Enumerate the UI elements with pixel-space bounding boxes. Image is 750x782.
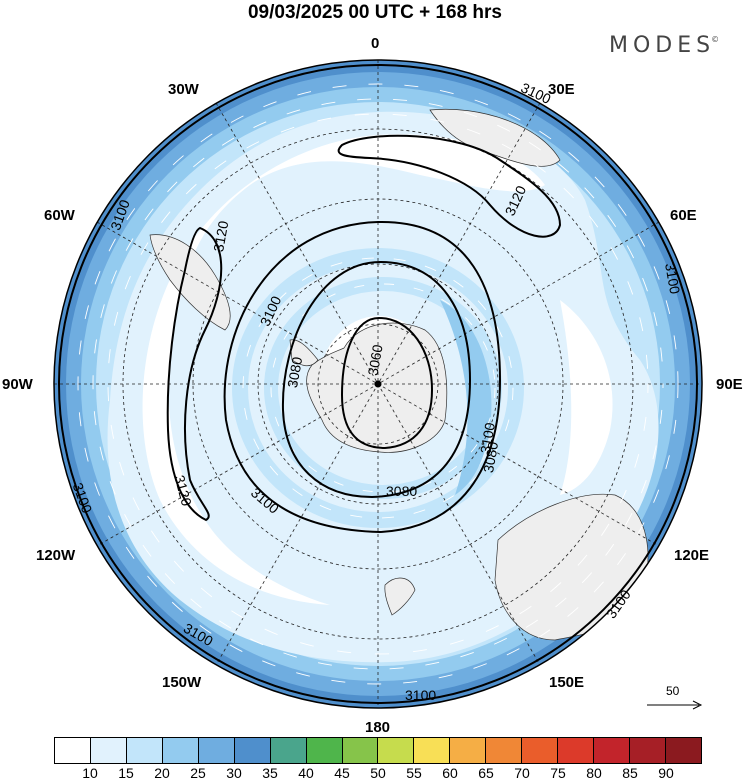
- colorbar-swatch: [594, 738, 630, 763]
- colorbar-tick-label: 15: [118, 765, 134, 781]
- colorbar-swatch: [270, 738, 307, 763]
- colorbar-tick-label: 25: [190, 765, 206, 781]
- contour-3100-outer: [58, 64, 698, 704]
- reference-arrow-icon: [647, 700, 703, 710]
- polar-map: 3060 3080 3080 3080 3100 3100 3100 3100 …: [2, 35, 743, 735]
- colorbar-tick-label: 90: [658, 765, 674, 781]
- colorbar-swatch: [665, 738, 701, 763]
- copyright-mark: ©: [711, 35, 720, 44]
- reference-vector-label: 50: [666, 684, 680, 698]
- colorbar-tick-label: 60: [442, 765, 458, 781]
- map-border: [53, 59, 703, 709]
- colorbar-labels: 10 15 20 25 30 35 40 45 50 55 60 65 70 75 80 85 90: [54, 765, 702, 781]
- reference-vector: 50: [645, 684, 705, 714]
- colorbar-swatch: [378, 738, 415, 763]
- colorbar-tick-label: 35: [262, 765, 278, 781]
- lon-label-0: 0: [371, 35, 379, 52]
- lon-label-150e: 150E: [549, 674, 584, 691]
- colorbar-tick-label: 65: [478, 765, 494, 781]
- map-disk: [54, 60, 702, 708]
- weak-wind-area-east: [560, 300, 613, 495]
- africa: [429, 108, 561, 167]
- contour-label-3120c: 3120: [171, 473, 195, 507]
- colorbar-swatch: [55, 738, 91, 763]
- contour-label-3120a: 3120: [210, 219, 231, 253]
- lon-label-90e: 90E: [716, 376, 743, 393]
- colorbar-swatch: [90, 738, 127, 763]
- lon-label-60w: 60W: [44, 207, 76, 224]
- vortex-max-east: [440, 300, 492, 495]
- lon-label-30e: 30E: [548, 81, 575, 98]
- colorbar-swatch: [486, 738, 523, 763]
- colorbar-tick-label: 80: [586, 765, 602, 781]
- contour-3060: [340, 316, 434, 450]
- colorbar: [54, 737, 702, 764]
- colorbar-swatch: [522, 738, 559, 763]
- lon-label-90w: 90W: [2, 376, 34, 393]
- colorbar-swatch: [342, 738, 379, 763]
- contour-3080: [281, 260, 472, 499]
- contour-3120-south-atlantic: [337, 134, 562, 238]
- contour-label-3080b: 3080: [386, 483, 417, 499]
- modes-logo: MODES©: [609, 33, 723, 58]
- colorbar-swatch: [558, 738, 595, 763]
- lon-label-180: 180: [365, 719, 390, 735]
- colorbar-tick-label: 45: [334, 765, 350, 781]
- contour-label-3100h: 3100: [405, 687, 436, 703]
- colorbar-tick-label: 30: [226, 765, 242, 781]
- colorbar-swatch: [126, 738, 163, 763]
- lon-label-30w: 30W: [168, 81, 200, 98]
- lon-label-60e: 60E: [670, 207, 697, 224]
- vortex-ring-outer: [232, 248, 524, 528]
- colorbar-swatch: [450, 738, 487, 763]
- colorbar-tick-label: 10: [82, 765, 98, 781]
- weak-wind-area-west: [142, 134, 545, 605]
- contour-3100-inner: [223, 220, 502, 534]
- contour-label-3100c: 3100: [662, 262, 683, 296]
- colorbar-tick-label: 50: [370, 765, 386, 781]
- contour-label-3060: 3060: [365, 343, 386, 377]
- lon-label-150w: 150W: [162, 674, 202, 691]
- colorbar-swatch: [162, 738, 199, 763]
- landmasses: [149, 108, 649, 641]
- contour-3120-pacific: [166, 226, 223, 522]
- colorbar-tick-label: 85: [622, 765, 638, 781]
- height-contours: [58, 64, 698, 704]
- colorbar-swatch: [414, 738, 451, 763]
- colorbar-tick-label: 55: [406, 765, 422, 781]
- colorbar-swatch: [234, 738, 271, 763]
- south-pole-dot: [374, 380, 382, 388]
- antarctic-peninsula: [289, 339, 319, 367]
- logo-text: MODES: [609, 33, 716, 58]
- longitude-labels: 0 30E 60E 90E 120E 150E 180 150W 120W 90…: [2, 35, 743, 735]
- contour-label-3100j: 3100: [477, 421, 498, 455]
- antarctica: [306, 322, 448, 453]
- lon-label-120e: 120E: [674, 547, 709, 564]
- wind-vectors: [77, 83, 679, 685]
- colorbar-tick-label: 75: [550, 765, 566, 781]
- colorbar-tick-label: 20: [154, 765, 170, 781]
- lon-label-120w: 120W: [36, 547, 76, 564]
- contour-label-3080c: 3080: [480, 440, 501, 474]
- contour-label-3080a: 3080: [284, 355, 305, 389]
- colorbar-tick-label: 70: [514, 765, 530, 781]
- colorbar-swatch: [198, 738, 235, 763]
- colorbar-tick-label: 40: [298, 765, 314, 781]
- colorbar-swatch: [630, 738, 666, 763]
- map-title: 09/03/2025 00 UTC + 168 hrs: [247, 2, 503, 23]
- new-zealand: [384, 577, 416, 616]
- colorbar-swatch: [306, 738, 343, 763]
